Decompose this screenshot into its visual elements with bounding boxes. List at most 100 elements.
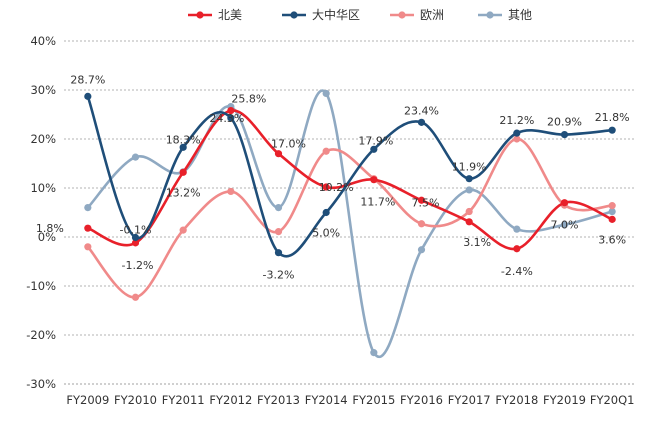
y-tick-label: 20% [30, 132, 56, 146]
data-point [227, 187, 235, 196]
data-point [370, 145, 378, 153]
x-axis-tick-labels: FY2009 FY2010 FY2011 FY2012 FY2013 FY2014 FY20… [66, 393, 634, 407]
data-point [417, 246, 426, 254]
data-label: 13.2% [166, 186, 201, 199]
series-line-1 [86, 95, 613, 258]
legend-marker-3 [486, 11, 494, 19]
data-label: 3.1% [463, 236, 491, 249]
data-label: 3.6% [598, 233, 626, 246]
data-point [370, 349, 378, 357]
data-point [179, 168, 187, 176]
data-labels: 1.8% -1.2% 13.2% 25.8% 17.0% 10.2% 11.7% 7.5% 3.… [36, 73, 630, 281]
data-point [608, 207, 616, 216]
data-point [417, 220, 426, 228]
data-point [513, 129, 521, 137]
data-point [513, 245, 521, 253]
data-point [560, 221, 569, 229]
data-point [274, 249, 283, 257]
data-label: 18.3% [166, 133, 201, 146]
data-label: -1.2% [122, 259, 154, 272]
data-point [608, 202, 616, 210]
data-point [322, 183, 330, 191]
data-point [274, 228, 283, 236]
y-axis-tick-labels: 40% 30% 20% 10% 0% -10% -20% -30% [26, 34, 56, 391]
data-label: 20.9% [547, 116, 582, 129]
data-point [84, 243, 92, 251]
y-tick-label: -30% [26, 377, 56, 391]
data-point [179, 226, 187, 234]
data-label: -3.2% [263, 269, 295, 282]
data-label: 17.0% [271, 138, 306, 151]
data-point [608, 215, 616, 223]
data-point [322, 89, 330, 98]
x-tick-label: FY2010 [114, 393, 157, 407]
legend-label-2: 欧洲 [420, 8, 444, 22]
data-point [560, 199, 569, 207]
data-point [465, 186, 473, 194]
data-label: -0.1% [120, 223, 152, 236]
data-point [84, 92, 92, 100]
x-tick-label: FY2011 [162, 393, 205, 407]
data-point [322, 147, 330, 155]
gridlines [64, 40, 636, 385]
data-point [322, 208, 330, 217]
y-tick-label: 30% [30, 83, 56, 97]
data-point [131, 239, 140, 247]
data-label: 17.9% [358, 134, 393, 147]
y-tick-label: 0% [38, 230, 56, 244]
x-tick-label: FY2017 [448, 393, 491, 407]
data-point [417, 118, 426, 126]
data-point [370, 176, 378, 184]
data-label: 25.8% [231, 93, 266, 106]
data-label: 21.2% [499, 114, 534, 127]
data-point [513, 135, 521, 143]
x-tick-label: FY20Q1 [590, 393, 635, 407]
x-tick-label: FY2014 [305, 393, 348, 407]
legend-label-1: 大中华区 [312, 7, 360, 22]
data-label: 21.8% [595, 111, 630, 124]
legend-label-3: 其他 [508, 8, 532, 22]
data-label: 11.7% [360, 196, 395, 209]
data-label: -2.4% [501, 265, 533, 278]
data-point [179, 143, 187, 151]
data-point [465, 207, 473, 216]
data-label: 1.8% [36, 222, 64, 235]
series-lines [84, 89, 616, 358]
data-label: 7.5% [412, 196, 440, 209]
x-tick-label: FY2016 [400, 393, 443, 407]
y-tick-label: -10% [26, 279, 56, 293]
data-point [274, 204, 283, 212]
data-point [227, 114, 235, 122]
data-label: 11.9% [452, 161, 487, 174]
data-label: 23.4% [404, 104, 439, 117]
legend-marker-1 [290, 11, 298, 19]
legend-label-0: 北美 [218, 8, 242, 22]
y-tick-label: -20% [26, 328, 56, 342]
x-tick-label: FY2012 [209, 393, 252, 407]
data-label: 28.7% [70, 73, 105, 86]
data-point [513, 225, 521, 233]
legend-marker-2 [398, 11, 406, 19]
data-point [465, 175, 473, 183]
x-tick-label: FY2009 [66, 393, 109, 407]
data-point [84, 224, 92, 232]
data-label: 10.2% [319, 181, 354, 194]
data-label: 24.3% [209, 112, 244, 125]
series-line-0 [87, 109, 613, 251]
x-tick-label: FY2019 [543, 393, 586, 407]
x-tick-label: FY2018 [495, 393, 538, 407]
data-point [560, 130, 569, 139]
data-point [131, 233, 140, 242]
data-point [608, 126, 616, 134]
data-point [84, 204, 92, 212]
data-point [131, 153, 140, 161]
x-tick-label: FY2015 [352, 393, 395, 407]
data-point [227, 106, 235, 115]
y-tick-label: 10% [30, 181, 56, 195]
legend-marker-0 [196, 11, 204, 19]
data-point [131, 293, 140, 301]
data-point [417, 196, 426, 204]
x-tick-label: FY2013 [257, 393, 300, 407]
data-label: 7.0% [551, 219, 579, 232]
